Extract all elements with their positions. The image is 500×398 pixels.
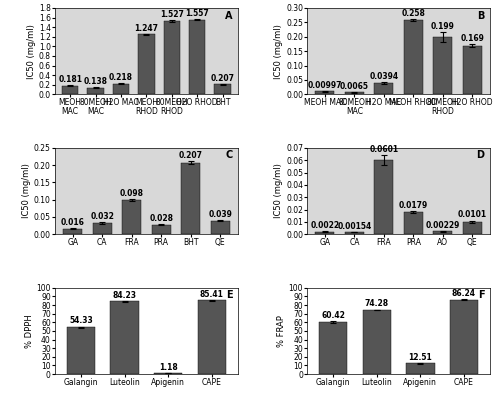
Text: 0.00997: 0.00997 — [308, 81, 342, 90]
Text: 0.207: 0.207 — [210, 74, 234, 83]
Text: 0.258: 0.258 — [402, 9, 425, 18]
Y-axis label: IC50 (mg/ml): IC50 (mg/ml) — [274, 164, 283, 219]
Bar — [138, 35, 154, 94]
Text: 0.032: 0.032 — [90, 213, 114, 221]
Text: 1.247: 1.247 — [134, 23, 158, 33]
Bar — [181, 163, 200, 234]
Bar — [63, 229, 82, 234]
Text: 0.207: 0.207 — [178, 151, 203, 160]
Bar — [316, 232, 334, 234]
Bar — [462, 222, 482, 234]
Text: C: C — [225, 150, 232, 160]
Text: 0.028: 0.028 — [149, 214, 173, 223]
Bar — [450, 300, 478, 374]
Text: 0.00154: 0.00154 — [338, 222, 372, 231]
Text: 0.0179: 0.0179 — [398, 201, 428, 210]
Bar — [406, 363, 434, 374]
Bar — [164, 21, 180, 94]
Bar — [434, 37, 452, 94]
Text: 0.0394: 0.0394 — [370, 72, 398, 81]
Text: 0.039: 0.039 — [208, 210, 232, 219]
Bar — [345, 92, 364, 94]
Bar — [110, 301, 139, 374]
Text: 1.527: 1.527 — [160, 10, 184, 20]
Text: A: A — [225, 11, 232, 21]
Bar — [88, 88, 104, 94]
Text: 84.23: 84.23 — [112, 291, 136, 300]
Text: 12.51: 12.51 — [408, 353, 432, 362]
Text: 0.169: 0.169 — [460, 34, 484, 43]
Text: 1.18: 1.18 — [159, 363, 178, 372]
Bar — [345, 232, 364, 234]
Text: 0.0065: 0.0065 — [340, 82, 369, 91]
Bar — [319, 322, 348, 374]
Text: B: B — [477, 11, 484, 21]
Text: 86.24: 86.24 — [452, 289, 476, 298]
Bar — [316, 92, 334, 94]
Bar — [362, 310, 391, 374]
Y-axis label: % DPPH: % DPPH — [24, 314, 34, 348]
Text: 0.218: 0.218 — [109, 73, 133, 82]
Text: 0.098: 0.098 — [120, 189, 144, 198]
Bar — [92, 223, 112, 234]
Y-axis label: IC50 (mg/ml): IC50 (mg/ml) — [274, 24, 283, 78]
Text: 0.0022: 0.0022 — [310, 221, 340, 230]
Text: 0.00229: 0.00229 — [426, 221, 460, 230]
Bar — [434, 231, 452, 234]
Text: 60.42: 60.42 — [322, 311, 345, 320]
Bar — [113, 84, 130, 94]
Bar — [404, 212, 423, 234]
Bar — [122, 200, 141, 234]
Bar — [462, 46, 482, 94]
Text: 0.0101: 0.0101 — [458, 211, 487, 219]
Bar — [404, 20, 423, 94]
Bar — [198, 300, 226, 374]
Text: 0.0601: 0.0601 — [370, 145, 398, 154]
Bar — [189, 20, 206, 94]
Bar — [67, 327, 96, 374]
Text: F: F — [478, 291, 484, 300]
Bar — [210, 221, 230, 234]
Y-axis label: IC50 (mg/ml): IC50 (mg/ml) — [22, 164, 31, 219]
Text: 0.181: 0.181 — [58, 75, 82, 84]
Bar — [154, 373, 182, 374]
Text: 0.199: 0.199 — [431, 22, 455, 31]
Text: 54.33: 54.33 — [69, 316, 93, 326]
Text: E: E — [226, 291, 232, 300]
Text: 0.016: 0.016 — [61, 218, 84, 227]
Bar — [374, 160, 394, 234]
Y-axis label: % FRAP: % FRAP — [277, 315, 286, 347]
Bar — [152, 224, 171, 234]
Text: 85.41: 85.41 — [200, 290, 224, 299]
Text: 74.28: 74.28 — [365, 299, 389, 308]
Bar — [374, 83, 394, 94]
Text: 0.138: 0.138 — [84, 77, 108, 86]
Bar — [214, 84, 231, 94]
Bar — [62, 86, 78, 94]
Text: 1.557: 1.557 — [186, 9, 209, 18]
Text: D: D — [476, 150, 484, 160]
Y-axis label: IC50 (mg/ml): IC50 (mg/ml) — [27, 24, 36, 78]
